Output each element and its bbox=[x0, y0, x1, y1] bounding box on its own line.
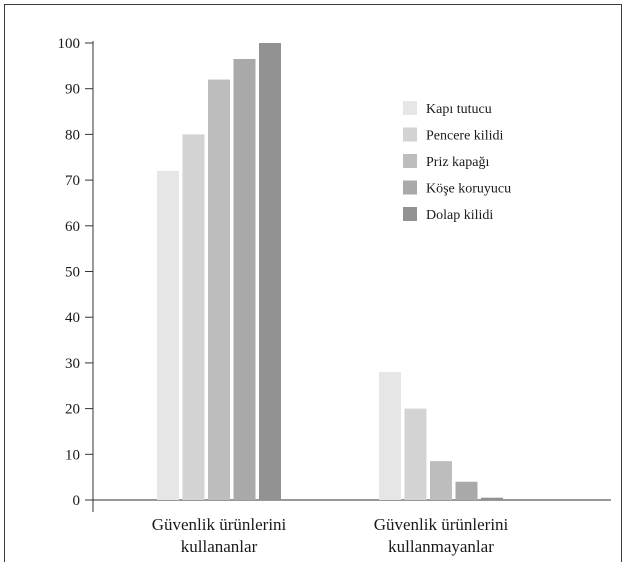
legend-label: Dolap kilidi bbox=[426, 208, 493, 223]
bar bbox=[481, 497, 503, 500]
bar bbox=[233, 58, 256, 501]
legend-swatch bbox=[403, 207, 417, 221]
bar bbox=[182, 134, 205, 500]
chart-frame: 0 10 20 30 40 50 60 70 80 90 100 Güvenlik ürünlerin… bbox=[4, 4, 622, 562]
bar bbox=[208, 79, 230, 500]
x-category-label: Güvenlik ürünlerini bbox=[374, 515, 509, 534]
x-category-label: kullanmayanlar bbox=[388, 537, 494, 556]
axes: 0 10 20 30 40 50 60 70 80 90 100 Güvenlik ürünlerin… bbox=[58, 36, 611, 556]
legend-label: Pencere kilidi bbox=[426, 129, 503, 144]
bar bbox=[404, 408, 427, 500]
legend-label: Kapı tutucu bbox=[426, 102, 492, 117]
y-tick-label: 20 bbox=[65, 402, 80, 418]
bar bbox=[259, 43, 281, 500]
y-tick-label: 80 bbox=[65, 127, 80, 143]
bar bbox=[430, 461, 452, 500]
legend-swatch bbox=[403, 154, 417, 168]
x-category-label: kullananlar bbox=[181, 537, 258, 556]
bar-chart: 0 10 20 30 40 50 60 70 80 90 100 Güvenlik ürünlerin… bbox=[58, 36, 611, 556]
bar bbox=[157, 170, 179, 500]
legend: Kapı tutucu Pencere kilidi Priz kapağı Köşe… bbox=[403, 101, 511, 223]
y-tick-label: 0 bbox=[73, 493, 81, 509]
legend-swatch bbox=[403, 101, 417, 115]
y-tick-label: 30 bbox=[65, 356, 80, 372]
bar bbox=[455, 481, 478, 500]
x-category-label: Güvenlik ürünlerini bbox=[152, 515, 287, 534]
y-tick-label: 90 bbox=[65, 82, 80, 98]
y-tick-label: 60 bbox=[65, 219, 80, 235]
bars bbox=[157, 43, 503, 501]
legend-label: Priz kapağı bbox=[426, 155, 489, 170]
legend-label: Köşe koruyucu bbox=[426, 182, 511, 197]
legend-swatch bbox=[403, 180, 417, 195]
y-tick-label: 10 bbox=[65, 447, 80, 463]
y-tick-label: 100 bbox=[58, 36, 81, 52]
legend-swatch bbox=[403, 127, 417, 142]
y-tick-label: 70 bbox=[65, 173, 80, 189]
y-tick-label: 50 bbox=[65, 265, 80, 281]
y-tick-label: 40 bbox=[65, 310, 80, 326]
bar bbox=[379, 372, 401, 500]
